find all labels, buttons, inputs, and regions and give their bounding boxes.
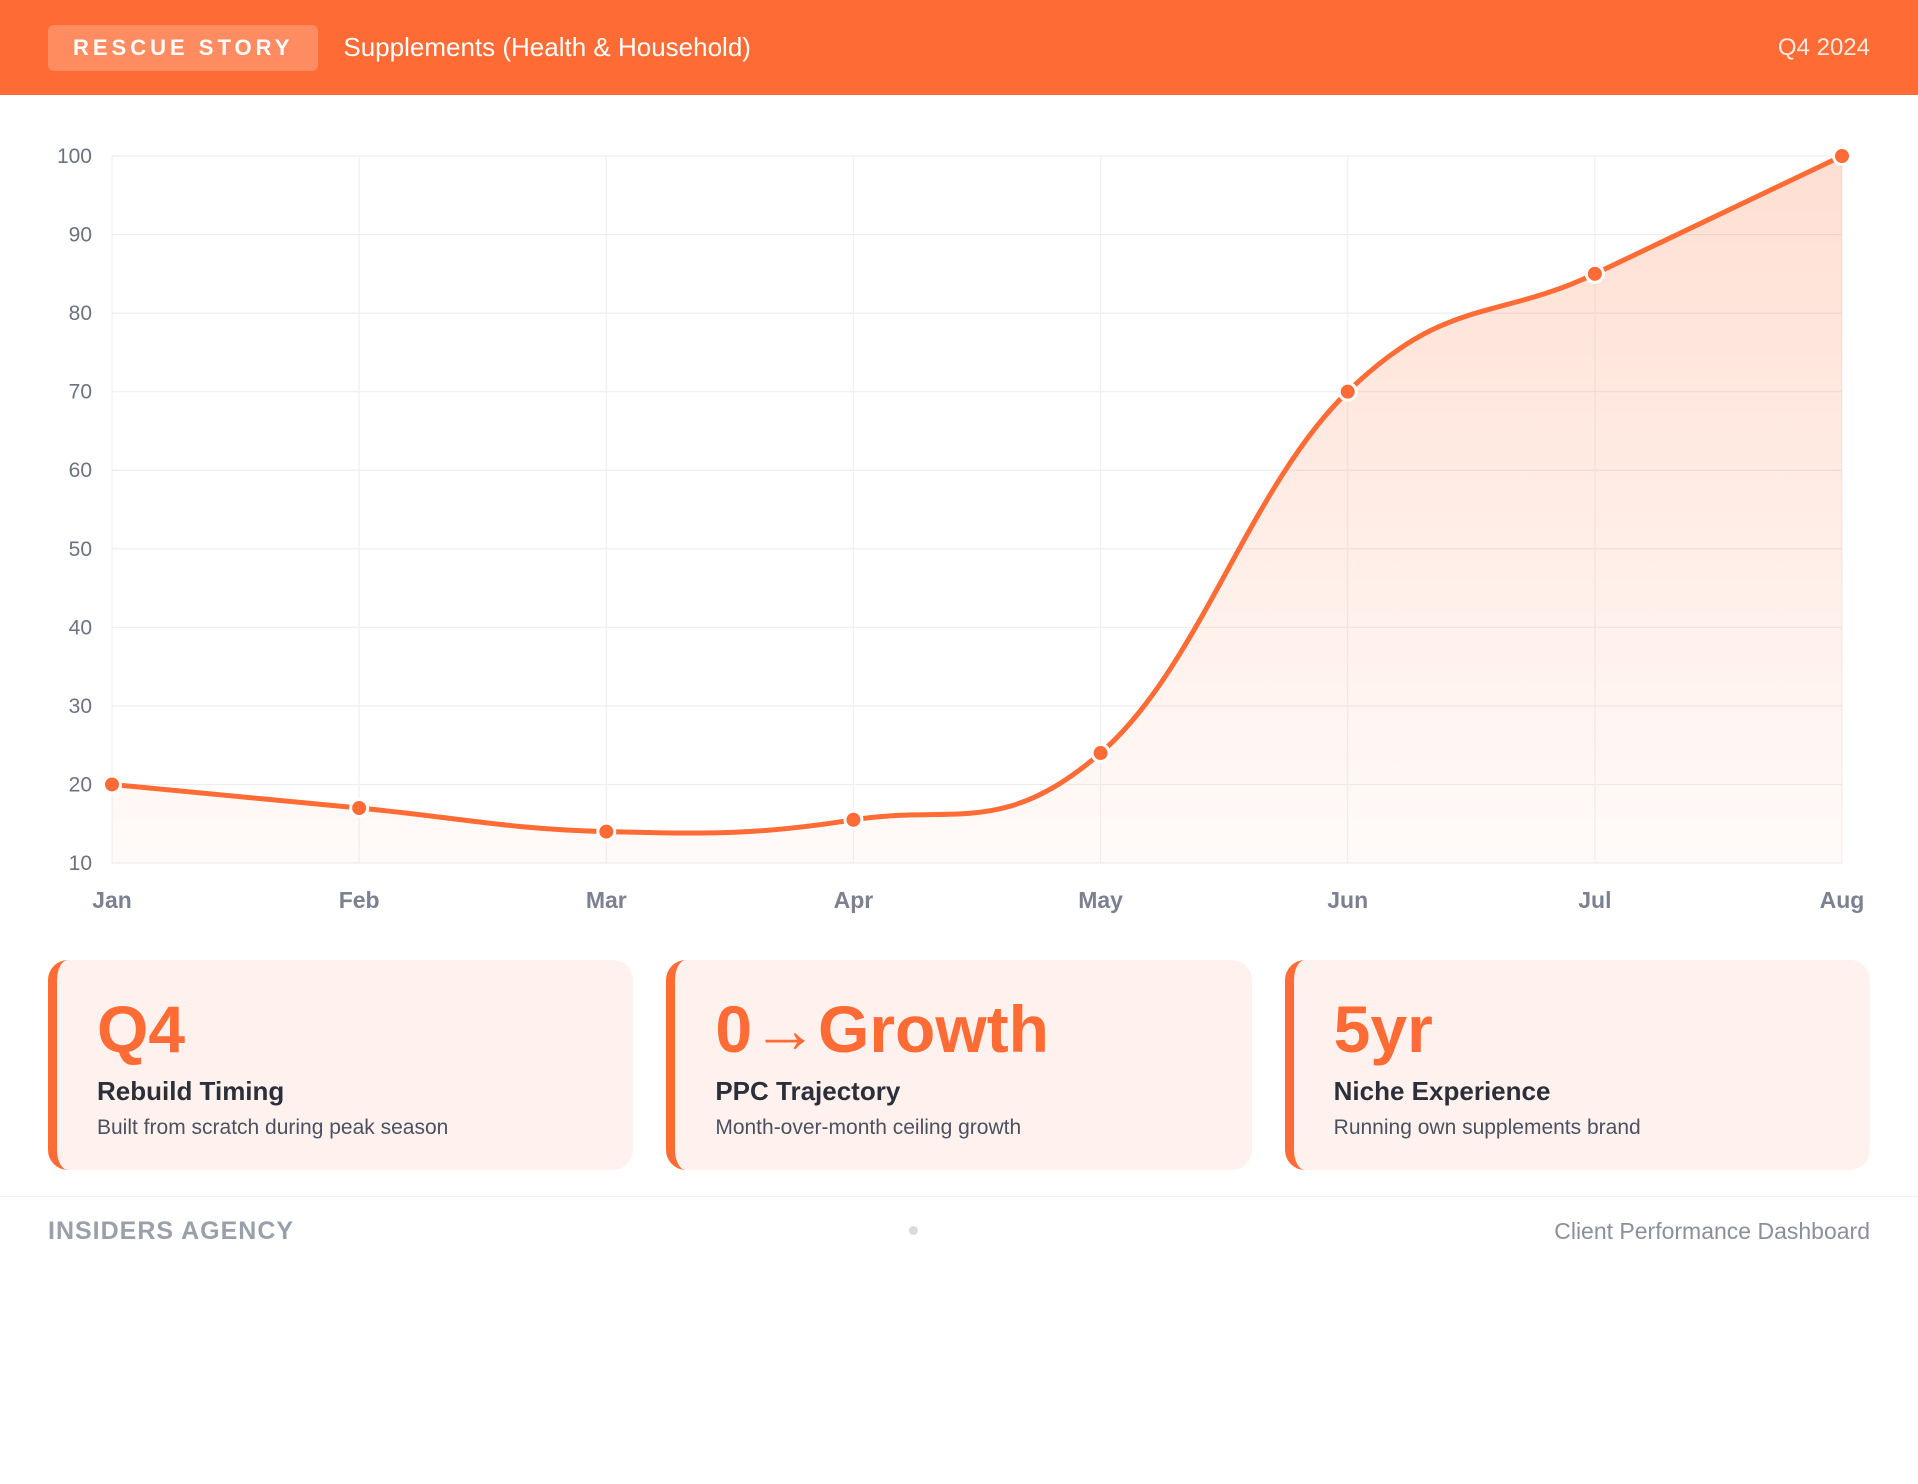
- data-point-jun: [1337, 381, 1358, 402]
- footer-separator-dot: [909, 1226, 918, 1235]
- data-point-apr: [843, 809, 864, 830]
- header-bar: RESCUE STORY Supplements (Health & House…: [0, 0, 1918, 95]
- stat-label: PPC Trajectory: [715, 1076, 901, 1106]
- data-point-aug: [1832, 146, 1852, 166]
- y-tick-label: 100: [57, 145, 92, 168]
- stat-card-niche-experience: 5yr Niche Experience Running own supplem…: [1284, 960, 1870, 1170]
- y-tick-label: 40: [69, 616, 92, 639]
- stat-cards: Q4 Rebuild Timing Built from scratch dur…: [48, 960, 1870, 1170]
- y-axis-ticks: 10 20 30 40 50 60 70 80 90 100: [57, 145, 92, 875]
- y-tick-label: 10: [69, 852, 92, 875]
- stat-label: Niche Experience: [1333, 1076, 1551, 1106]
- data-point-may: [1090, 743, 1111, 764]
- data-point-mar: [596, 821, 617, 842]
- data-point-jan: [102, 774, 122, 795]
- dashboard-label: Client Performance Dashboard: [1554, 1218, 1870, 1244]
- x-tick-label: May: [1078, 887, 1123, 913]
- x-tick-label: Apr: [834, 887, 874, 913]
- rescue-story-badge: RESCUE STORY: [48, 24, 319, 71]
- stat-label: Rebuild Timing: [97, 1076, 285, 1106]
- x-tick-label: Jan: [92, 887, 132, 913]
- y-tick-label: 60: [69, 459, 92, 482]
- stat-description: Built from scratch during peak season: [97, 1116, 449, 1139]
- footer-divider: [0, 1196, 1918, 1197]
- data-point-feb: [349, 798, 370, 819]
- x-tick-label: Feb: [339, 887, 380, 913]
- x-axis-ticks: Jan Feb Mar Apr May Jun Jul Aug: [92, 887, 1864, 913]
- stat-value: Q4: [97, 992, 186, 1066]
- x-tick-label: Mar: [586, 887, 627, 913]
- y-tick-label: 50: [69, 538, 92, 561]
- stat-value: 5yr: [1333, 992, 1433, 1066]
- stat-value: 0→Growth: [715, 992, 1050, 1066]
- y-tick-label: 90: [69, 224, 92, 247]
- stat-description: Month-over-month ceiling growth: [715, 1116, 1022, 1139]
- data-points: [102, 146, 1852, 842]
- stat-card-rebuild-timing: Q4 Rebuild Timing Built from scratch dur…: [48, 960, 634, 1170]
- category-subtitle: Supplements (Health & Household): [343, 32, 751, 62]
- y-tick-label: 20: [69, 773, 92, 796]
- series-line: [109, 153, 1845, 836]
- x-tick-label: Jul: [1578, 887, 1611, 913]
- y-tick-label: 70: [69, 381, 92, 404]
- y-tick-label: 80: [69, 302, 92, 325]
- performance-chart: 10 20 30 40 50 60 70 80 90 100 Jan Feb Mar Apr May Jun…: [57, 145, 1864, 913]
- period-label: Q4 2024: [1777, 33, 1870, 61]
- data-point-jul: [1584, 263, 1605, 284]
- series-area: [112, 156, 1842, 863]
- y-tick-label: 30: [69, 695, 92, 718]
- stat-description: Running own supplements brand: [1333, 1116, 1641, 1139]
- agency-name: INSIDERS AGENCY: [48, 1217, 295, 1245]
- x-tick-label: Aug: [1820, 887, 1865, 913]
- x-tick-label: Jun: [1327, 887, 1368, 913]
- stat-card-ppc-trajectory: 0→Growth PPC Trajectory Month-over-month…: [666, 960, 1252, 1170]
